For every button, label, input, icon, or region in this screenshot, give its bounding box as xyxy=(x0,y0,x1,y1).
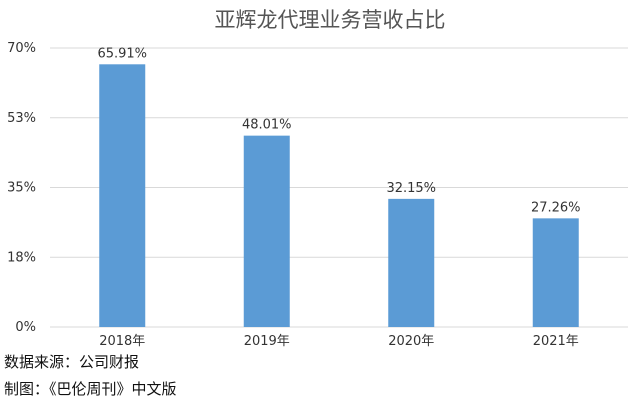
bar xyxy=(532,218,579,327)
bar xyxy=(243,135,290,327)
chart-title: 亚辉龙代理业务营收占比 xyxy=(215,8,446,32)
data-label: 48.01% xyxy=(242,118,292,133)
y-tick-label: 0% xyxy=(15,320,36,335)
x-tick-label: 2020年 xyxy=(388,334,434,349)
bar xyxy=(99,64,146,327)
x-tick-label: 2021年 xyxy=(533,334,579,349)
y-axis-tick-labels: 0% 18% 35% 53% 70% xyxy=(7,41,36,335)
x-tick-label: 2018年 xyxy=(99,334,145,349)
data-label: 27.26% xyxy=(531,200,581,215)
bars xyxy=(99,64,579,327)
chart-credit-note: 制图：《巴伦周刊》中文版 xyxy=(4,380,177,398)
y-tick-label: 53% xyxy=(7,111,36,126)
data-label: 65.91% xyxy=(97,46,147,61)
y-tick-label: 35% xyxy=(7,181,36,196)
x-axis-tick-labels: 2018年 2019年 2020年 2021年 xyxy=(99,334,579,349)
y-tick-label: 18% xyxy=(7,250,36,265)
bar xyxy=(388,198,435,327)
data-source-note: 数据来源：公司财报 xyxy=(4,353,140,371)
x-tick-label: 2019年 xyxy=(244,334,290,349)
bar-chart: 亚辉龙代理业务营收占比 0% 18% 35% 53% 70% 65.91% 48.01% 3… xyxy=(7,8,628,349)
data-labels: 65.91% 48.01% 32.15% 27.26% xyxy=(97,46,580,215)
gridlines xyxy=(50,47,628,328)
data-label: 32.15% xyxy=(386,181,436,196)
y-tick-label: 70% xyxy=(7,41,36,56)
